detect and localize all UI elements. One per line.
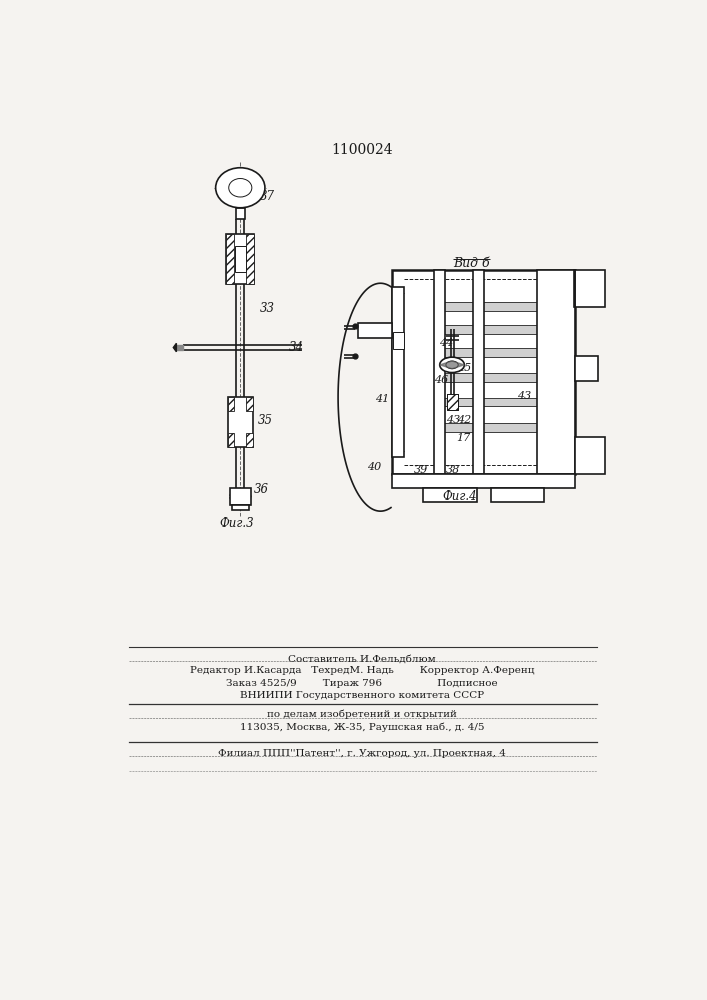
Text: 43: 43 xyxy=(446,415,460,425)
Text: 39: 39 xyxy=(414,465,428,475)
Bar xyxy=(445,326,537,334)
Polygon shape xyxy=(176,345,183,350)
Text: 1100024: 1100024 xyxy=(331,143,393,157)
Text: 33: 33 xyxy=(259,302,274,315)
Text: Филиал ППП''Патент'', г. Ужгород, ул. Проектная, 4: Филиал ППП''Патент'', г. Ужгород, ул. Пр… xyxy=(218,749,506,758)
Text: 41: 41 xyxy=(375,394,390,404)
Bar xyxy=(575,437,604,474)
Bar xyxy=(247,234,254,284)
Bar xyxy=(358,323,392,338)
Polygon shape xyxy=(440,361,464,369)
Text: 43: 43 xyxy=(518,391,532,401)
Bar xyxy=(423,488,477,502)
Text: ВНИИПИ Государственного комитета СССР: ВНИИПИ Государственного комитета СССР xyxy=(240,691,484,700)
Text: 113035, Москва, Ж-35, Раушская наб., д. 4/5: 113035, Москва, Ж-35, Раушская наб., д. … xyxy=(240,722,484,732)
Text: 17: 17 xyxy=(457,433,471,443)
Text: Фиг.4: Фиг.4 xyxy=(443,490,477,503)
Text: Редактор И.Касарда   ТехредМ. Надь        Корректор А.Ференц: Редактор И.Касарда ТехредМ. Надь Коррект… xyxy=(189,666,534,675)
Bar xyxy=(392,474,575,488)
Text: 46: 46 xyxy=(433,375,448,385)
Bar xyxy=(247,433,252,447)
Text: 40: 40 xyxy=(368,462,382,472)
Text: 34: 34 xyxy=(288,341,304,354)
Ellipse shape xyxy=(440,357,464,373)
Text: Фиг.3: Фиг.3 xyxy=(219,517,254,530)
Bar xyxy=(448,394,458,410)
Bar xyxy=(235,208,245,219)
Bar xyxy=(445,374,537,382)
Bar xyxy=(448,394,458,410)
Bar xyxy=(247,397,252,411)
Bar xyxy=(228,397,252,447)
Bar xyxy=(226,234,254,284)
Text: 44: 44 xyxy=(439,338,453,348)
Bar xyxy=(434,270,445,474)
Text: 35: 35 xyxy=(258,414,273,427)
Bar xyxy=(537,270,575,474)
Text: Вид б: Вид б xyxy=(453,257,490,270)
Bar xyxy=(491,488,544,502)
Bar xyxy=(393,332,404,349)
Bar xyxy=(445,349,537,357)
Bar xyxy=(230,488,251,505)
Ellipse shape xyxy=(446,361,458,369)
Bar xyxy=(575,356,598,381)
Bar xyxy=(573,270,575,307)
Text: 45: 45 xyxy=(457,363,471,373)
Ellipse shape xyxy=(229,179,252,197)
Bar xyxy=(445,424,537,432)
Text: 42: 42 xyxy=(457,415,472,425)
Text: Составитель И.Фельдблюм: Составитель И.Фельдблюм xyxy=(288,654,436,663)
Text: 36: 36 xyxy=(254,483,269,496)
Bar xyxy=(228,397,234,411)
Polygon shape xyxy=(173,343,176,352)
Text: 37: 37 xyxy=(259,190,274,204)
Bar xyxy=(232,505,249,510)
Bar xyxy=(235,246,246,272)
Bar xyxy=(575,270,604,307)
Bar xyxy=(445,303,537,311)
Ellipse shape xyxy=(216,168,265,208)
Bar xyxy=(228,433,234,447)
Bar xyxy=(392,270,575,474)
Bar xyxy=(392,287,404,457)
Bar xyxy=(226,234,234,284)
Text: Заказ 4525/9        Тираж 796                 Подписное: Заказ 4525/9 Тираж 796 Подписное xyxy=(226,679,498,688)
Text: 38: 38 xyxy=(446,465,460,475)
Text: по делам изобретений и открытий: по делам изобретений и открытий xyxy=(267,710,457,719)
Bar xyxy=(445,399,537,406)
Bar xyxy=(473,270,484,474)
